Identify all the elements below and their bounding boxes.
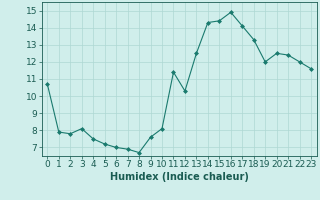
X-axis label: Humidex (Indice chaleur): Humidex (Indice chaleur): [110, 172, 249, 182]
